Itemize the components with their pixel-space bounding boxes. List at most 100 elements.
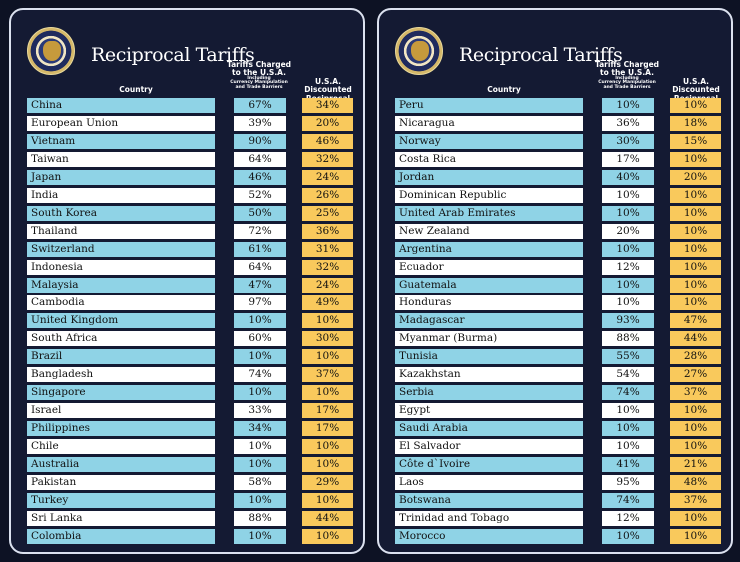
header-country: Country <box>487 85 521 94</box>
tariff-charged-cell: 10% <box>234 457 286 472</box>
tariff-charged-cell: 10% <box>234 528 286 544</box>
country-cell: Taiwan <box>27 151 215 167</box>
tariff-charged-cell: 10% <box>602 528 654 544</box>
country-cell: Tunisia <box>395 349 583 365</box>
discounted-tariff-cell: 10% <box>670 528 721 544</box>
tariff-charged-cell: 95% <box>602 474 654 490</box>
discounted-tariff-cell: 36% <box>302 223 353 239</box>
tariff-charged-cell: 10% <box>234 385 286 401</box>
country-cell: Costa Rica <box>395 151 583 167</box>
tariff-charged-cell: 88% <box>234 510 286 526</box>
country-cell: Morocco <box>395 528 583 544</box>
discounted-tariff-cell: 10% <box>670 510 721 526</box>
country-cell: Sri Lanka <box>27 510 215 526</box>
tariff-charged-cell: 97% <box>234 295 286 311</box>
tariff-charged-cell: 10% <box>602 98 654 113</box>
discounted-tariff-cell: 48% <box>670 474 721 490</box>
tariff-charged-cell: 61% <box>234 241 286 257</box>
discounted-tariff-cell: 37% <box>670 385 721 401</box>
country-cell: Kazakhstan <box>395 367 583 383</box>
tariff-charged-cell: 10% <box>602 205 654 221</box>
tariff-charged-cell: 10% <box>234 313 286 329</box>
discounted-tariff-cell: 10% <box>670 187 721 203</box>
country-cell: Dominican Republic <box>395 187 583 203</box>
country-cell: Trinidad and Tobago <box>395 510 583 526</box>
header-tariffs-charged: Tariffs Charged to the U.S.A. Including … <box>594 60 660 91</box>
country-cell: Israel <box>27 403 215 419</box>
header-tariffs-charged: Tariffs Charged to the U.S.A. Including … <box>226 60 292 91</box>
country-cell: Singapore <box>27 385 215 401</box>
country-cell: India <box>27 187 215 203</box>
country-cell: Pakistan <box>27 474 215 490</box>
tariff-charged-cell: 54% <box>602 367 654 383</box>
left-panel: Reciprocal Tariffs Tariffs Charged to th… <box>9 8 365 554</box>
tariff-charged-cell: 93% <box>602 313 654 329</box>
discounted-tariff-cell: 32% <box>302 151 353 167</box>
country-cell: Australia <box>27 457 215 472</box>
country-cell: Brazil <box>27 349 215 365</box>
panel-title: Reciprocal Tariffs <box>459 44 623 66</box>
country-cell: United Arab Emirates <box>395 205 583 221</box>
tariff-charged-cell: 60% <box>234 331 286 347</box>
country-cell: Turkey <box>27 492 215 508</box>
tariff-charged-cell: 10% <box>602 241 654 257</box>
discounted-tariff-cell: 10% <box>302 313 353 329</box>
country-cell: Malaysia <box>27 277 215 293</box>
tariff-charged-cell: 17% <box>602 151 654 167</box>
tariff-charged-cell: 12% <box>602 259 654 275</box>
tariff-charged-cell: 30% <box>602 133 654 149</box>
discounted-tariff-cell: 37% <box>302 367 353 383</box>
discounted-tariff-cell: 20% <box>302 115 353 131</box>
tariff-charged-cell: 90% <box>234 133 286 149</box>
tariff-charged-cell: 88% <box>602 331 654 347</box>
discounted-tariff-cell: 32% <box>302 259 353 275</box>
country-cell: Saudi Arabia <box>395 421 583 437</box>
tariff-charged-cell: 74% <box>234 367 286 383</box>
country-cell: Chile <box>27 439 215 455</box>
tariff-charged-cell: 10% <box>602 439 654 455</box>
tariff-charged-cell: 41% <box>602 457 654 472</box>
tariff-charged-cell: 50% <box>234 205 286 221</box>
tariff-charged-cell: 10% <box>234 492 286 508</box>
tariff-charged-cell: 74% <box>602 385 654 401</box>
tariff-charged-cell: 12% <box>602 510 654 526</box>
tariff-charged-cell: 74% <box>602 492 654 508</box>
discounted-tariff-cell: 10% <box>670 277 721 293</box>
discounted-tariff-cell: 10% <box>302 457 353 472</box>
tariff-charged-cell: 36% <box>602 115 654 131</box>
header-country: Country <box>119 85 153 94</box>
tariff-charged-cell: 58% <box>234 474 286 490</box>
country-cell: Jordan <box>395 169 583 185</box>
discounted-tariff-cell: 10% <box>302 385 353 401</box>
country-cell: Philippines <box>27 421 215 437</box>
country-cell: Serbia <box>395 385 583 401</box>
country-cell: China <box>27 98 215 113</box>
panel-title: Reciprocal Tariffs <box>91 44 255 66</box>
country-cell: South Korea <box>27 205 215 221</box>
tariff-charged-cell: 10% <box>602 187 654 203</box>
discounted-tariff-cell: 47% <box>670 313 721 329</box>
tariff-charged-cell: 46% <box>234 169 286 185</box>
tariff-charged-cell: 64% <box>234 259 286 275</box>
discounted-tariff-cell: 24% <box>302 169 353 185</box>
country-cell: Nicaragua <box>395 115 583 131</box>
discounted-tariff-cell: 10% <box>670 151 721 167</box>
tariff-charged-cell: 67% <box>234 98 286 113</box>
discounted-tariff-cell: 27% <box>670 367 721 383</box>
presidential-seal-icon <box>395 27 443 75</box>
discounted-tariff-cell: 10% <box>670 421 721 437</box>
country-cell: Argentina <box>395 241 583 257</box>
tariff-charged-cell: 40% <box>602 169 654 185</box>
discounted-tariff-cell: 18% <box>670 115 721 131</box>
discounted-tariff-cell: 10% <box>670 241 721 257</box>
country-cell: Honduras <box>395 295 583 311</box>
discounted-tariff-cell: 10% <box>302 349 353 365</box>
tariff-charged-cell: 64% <box>234 151 286 167</box>
country-cell: Switzerland <box>27 241 215 257</box>
discounted-tariff-cell: 25% <box>302 205 353 221</box>
tariff-charged-cell: 10% <box>234 349 286 365</box>
country-cell: Vietnam <box>27 133 215 149</box>
discounted-tariff-cell: 10% <box>670 259 721 275</box>
discounted-tariff-cell: 10% <box>670 403 721 419</box>
